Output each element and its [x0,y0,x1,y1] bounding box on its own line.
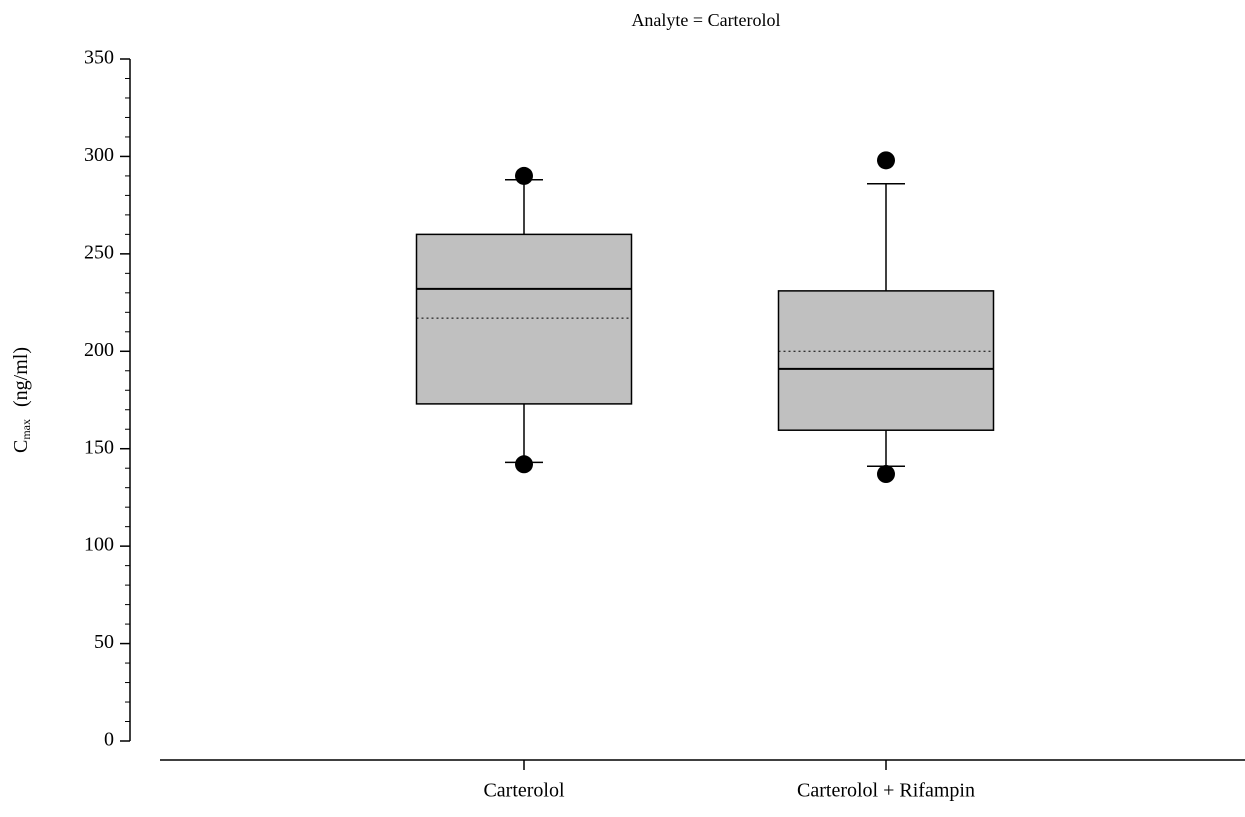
y-tick-label: 300 [84,144,114,166]
x-tick-label: Carterolol + Rifampin [797,780,975,802]
outlier [515,455,533,474]
y-tick-label: 250 [84,241,114,263]
outlier [877,151,895,170]
outlier [515,166,533,185]
x-tick-label: Carterolol [483,780,565,802]
y-label-unit: (ng/ml) [10,347,32,407]
y-tick-label: 350 [84,47,114,69]
y-tick-label: 100 [84,534,114,556]
y-label-symbol: C [10,440,32,453]
y-tick-label: 0 [104,729,114,751]
y-label-subscript: max [19,419,33,440]
y-tick-label: 150 [84,436,114,458]
y-tick-label: 50 [94,631,114,653]
box [415,233,633,405]
outlier [877,465,895,484]
box [777,290,995,431]
y-axis-label: Cmax (ng/ml) [10,347,33,453]
chart-title: Analyte = Carterolol [631,10,780,30]
y-tick-label: 200 [84,339,114,361]
